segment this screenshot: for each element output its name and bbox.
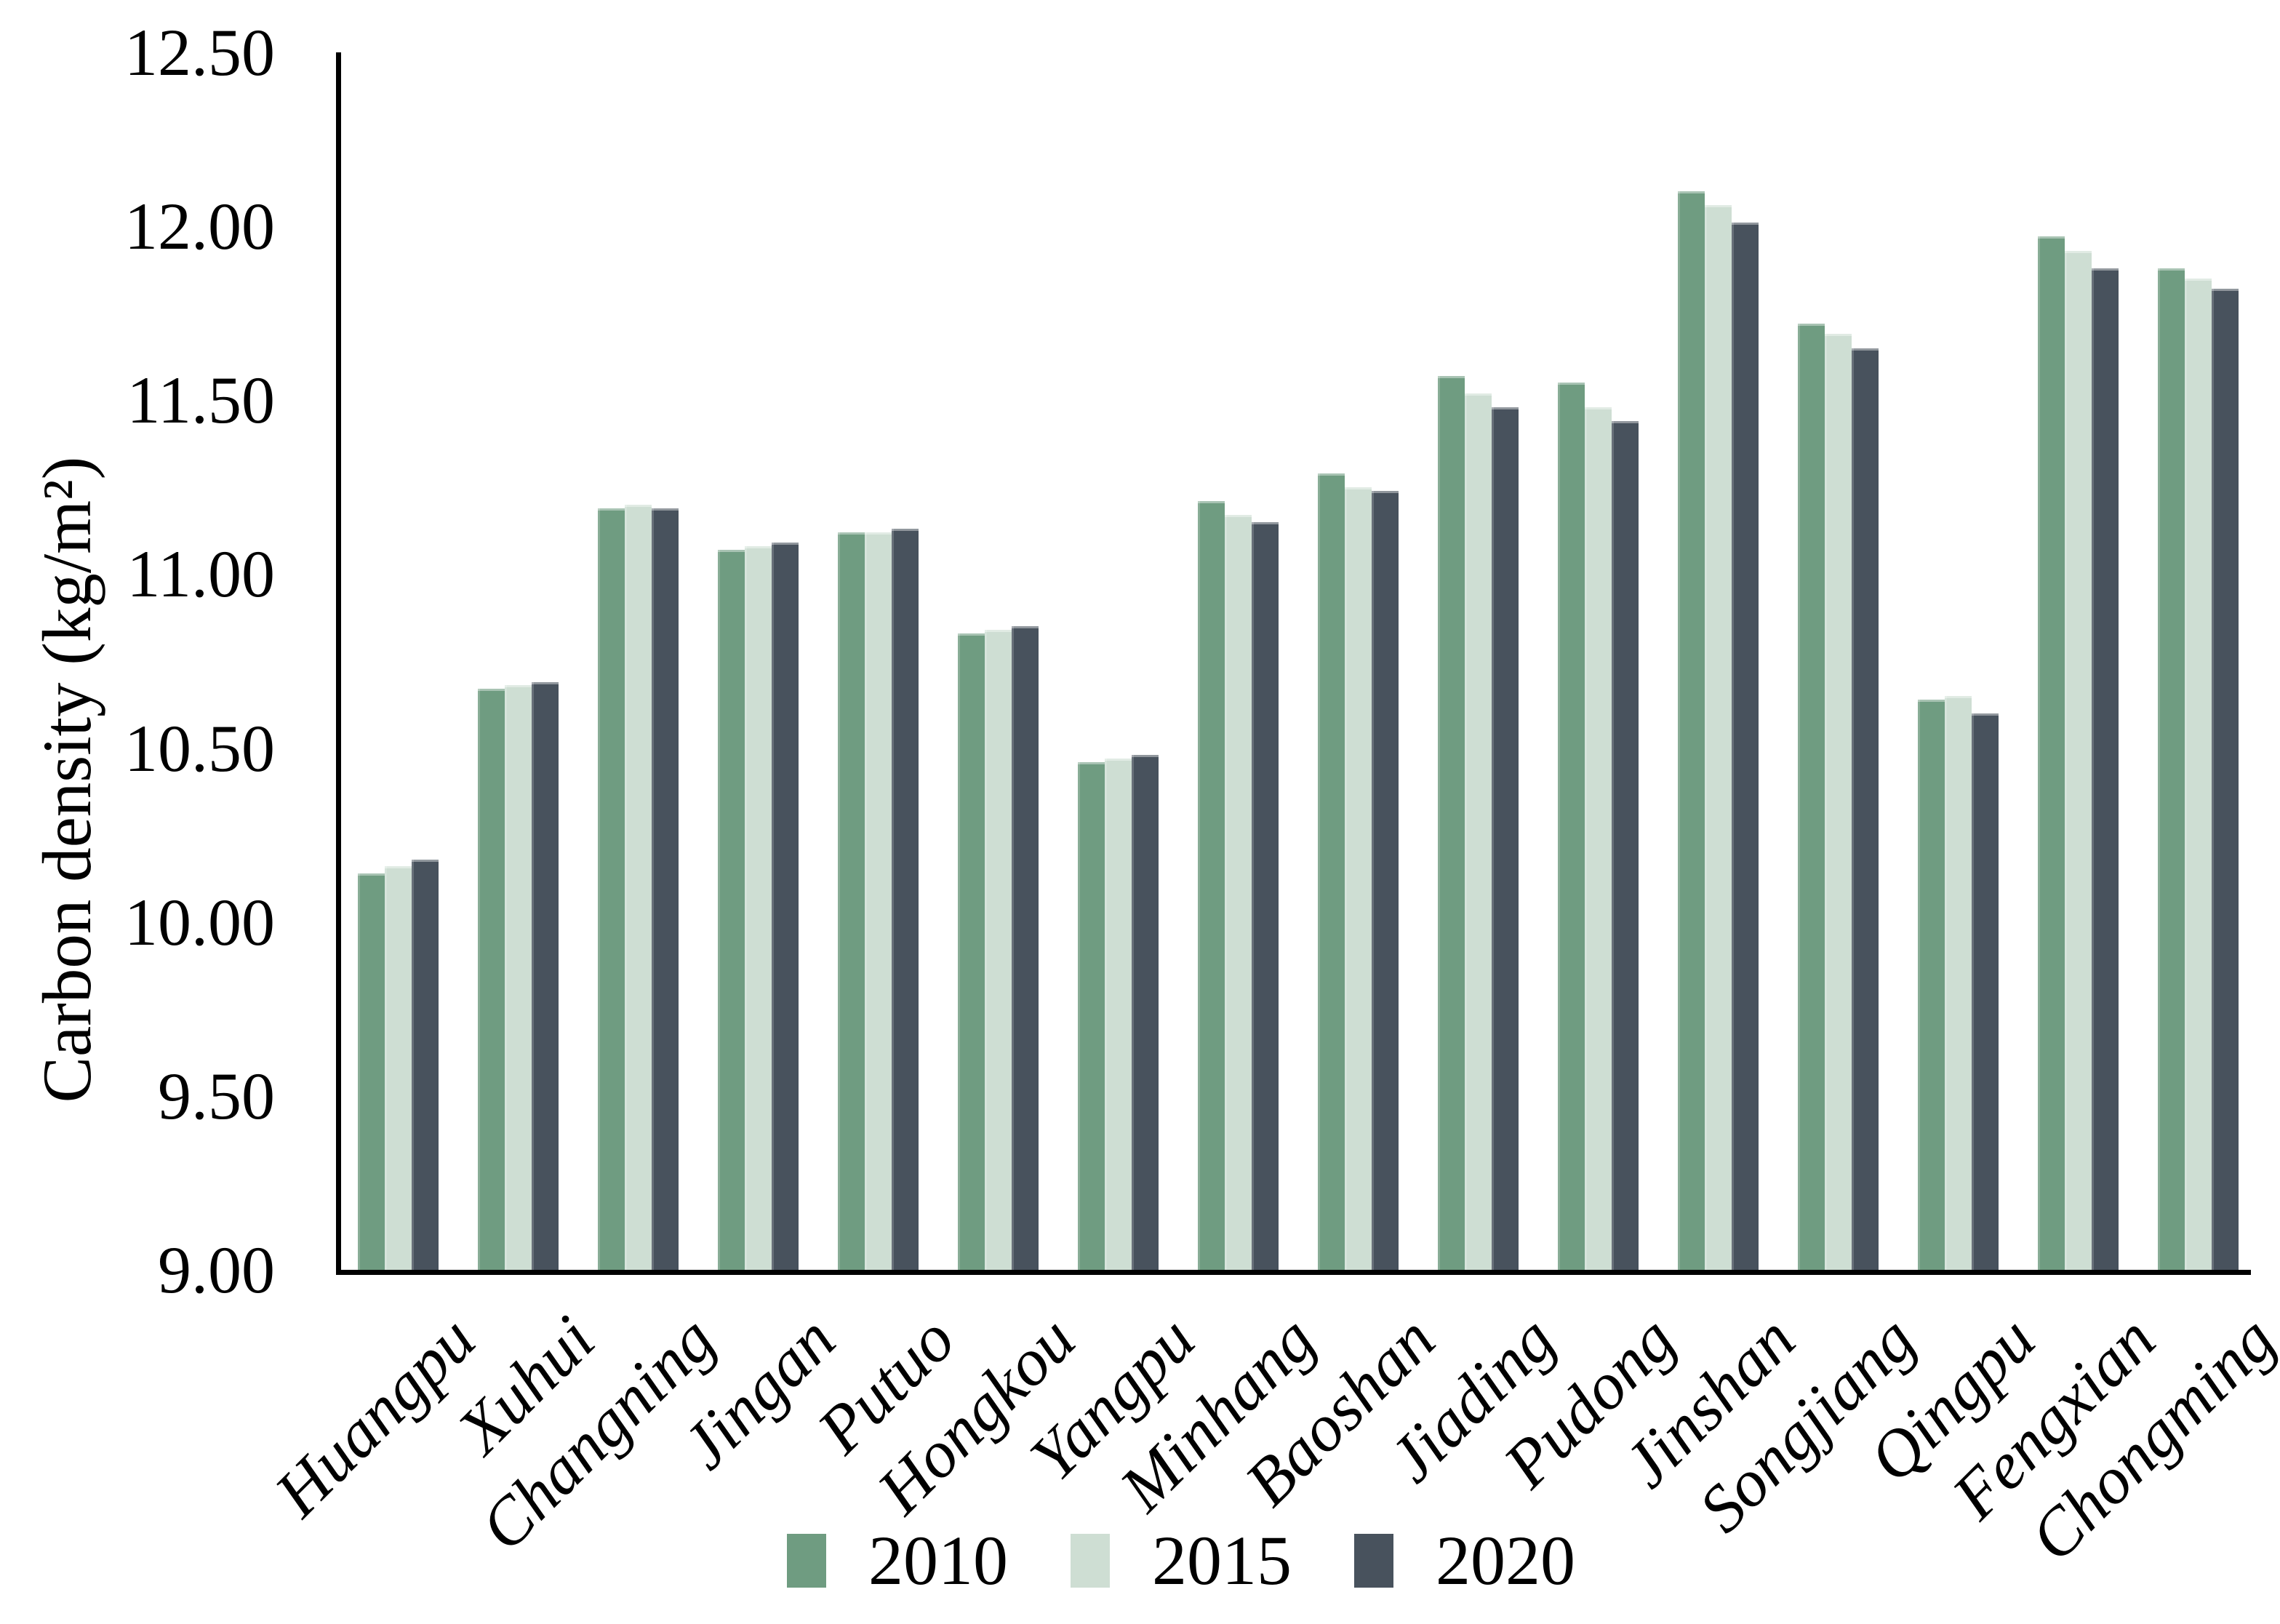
y-tick-label-10.00: 10.00 xyxy=(124,884,275,959)
bar-2015-songjiang xyxy=(1824,334,1852,1270)
bar-2020-pudong xyxy=(1611,420,1639,1270)
legend-swatch-2010 xyxy=(787,1534,826,1588)
bar-2010-minhang xyxy=(1197,500,1225,1270)
bar-2020-chongming xyxy=(2211,289,2239,1270)
bar-2010-songjiang xyxy=(1797,324,1825,1270)
bar-2020-jiading xyxy=(1491,407,1519,1270)
bar-2020-jinshan xyxy=(1731,223,1759,1270)
bar-2010-qingpu xyxy=(1917,699,1945,1270)
bar-2010-jiading xyxy=(1437,375,1465,1270)
bar-2015-yangpu xyxy=(1104,758,1132,1270)
y-tick-label-11.50: 11.50 xyxy=(127,363,275,438)
legend-label-2010: 2010 xyxy=(868,1521,1008,1599)
y-tick-label-10.50: 10.50 xyxy=(124,711,275,785)
bar-2010-changning xyxy=(597,508,625,1270)
bar-2010-hongkou xyxy=(957,633,985,1270)
legend-item-2010: 2010 xyxy=(787,1526,1008,1596)
bar-2015-minhang xyxy=(1224,515,1252,1270)
bar-2020-changning xyxy=(651,508,679,1270)
bar-2010-pudong xyxy=(1557,383,1585,1270)
bar-2010-huangpu xyxy=(357,873,385,1270)
bar-2015-fengxian xyxy=(2064,250,2092,1270)
legend: 2010 2015 2020 xyxy=(787,1526,1638,1596)
bar-2015-huangpu xyxy=(384,866,412,1270)
bar-2015-jingan xyxy=(744,546,772,1270)
x-axis-line xyxy=(336,1270,2251,1275)
legend-label-2015: 2015 xyxy=(1152,1521,1292,1599)
y-tick-label-11.00: 11.00 xyxy=(127,537,275,612)
bar-2020-jingan xyxy=(771,543,799,1270)
bar-2010-chongming xyxy=(2157,268,2185,1270)
legend-swatch-2020 xyxy=(1354,1534,1393,1588)
bar-2020-yangpu xyxy=(1131,755,1159,1270)
y-tick-label-9.50: 9.50 xyxy=(158,1058,275,1133)
bar-2010-putuo xyxy=(837,532,865,1270)
bar-2020-putuo xyxy=(891,529,919,1270)
bar-2010-jingan xyxy=(717,549,745,1270)
bar-2015-jinshan xyxy=(1704,205,1732,1270)
y-tick-label-9.00: 9.00 xyxy=(158,1233,275,1307)
bar-2010-xuhui xyxy=(477,689,505,1270)
bar-2020-huangpu xyxy=(411,859,439,1270)
legend-label-2020: 2020 xyxy=(1436,1521,1575,1599)
y-tick-label-12.50: 12.50 xyxy=(124,15,275,89)
bar-2015-hongkou xyxy=(984,629,1012,1270)
bar-2010-jinshan xyxy=(1677,191,1705,1270)
bar-2015-baoshan xyxy=(1344,487,1372,1270)
bar-2015-changning xyxy=(624,504,652,1270)
y-axis-line xyxy=(336,52,341,1275)
bar-2020-minhang xyxy=(1251,521,1279,1270)
bar-2020-xuhui xyxy=(531,681,559,1270)
y-tick-label-12.00: 12.00 xyxy=(124,189,275,264)
bar-2020-qingpu xyxy=(1971,713,1999,1270)
legend-swatch-2015 xyxy=(1071,1534,1110,1588)
bar-2015-chongming xyxy=(2184,278,2212,1270)
legend-item-2015: 2015 xyxy=(1071,1526,1292,1596)
bar-2015-xuhui xyxy=(504,685,532,1270)
bar-2015-jiading xyxy=(1464,393,1492,1270)
bar-2010-fengxian xyxy=(2037,236,2065,1270)
bar-2015-pudong xyxy=(1584,407,1612,1270)
bar-2020-songjiang xyxy=(1851,348,1879,1270)
bar-2015-qingpu xyxy=(1944,695,1972,1270)
bar-2015-putuo xyxy=(864,532,892,1270)
bar-2020-hongkou xyxy=(1011,626,1039,1270)
bar-2010-baoshan xyxy=(1317,473,1345,1270)
legend-item-2020: 2020 xyxy=(1354,1526,1575,1596)
bar-2010-yangpu xyxy=(1077,761,1105,1270)
bar-2020-baoshan xyxy=(1371,490,1399,1270)
bar-2020-fengxian xyxy=(2091,268,2119,1270)
